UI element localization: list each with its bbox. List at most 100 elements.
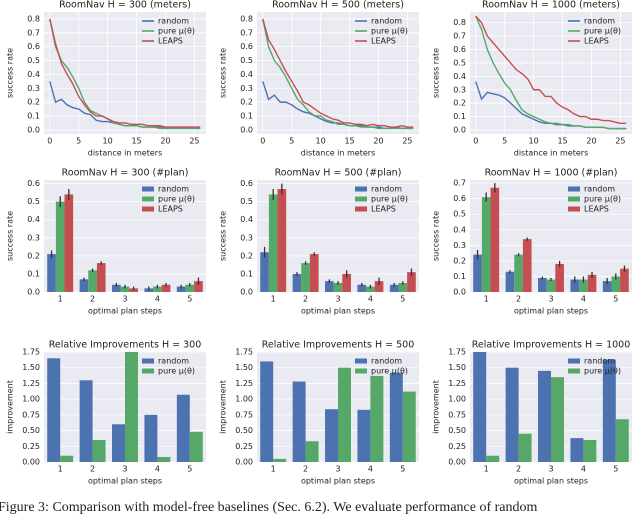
plot-area — [470, 12, 632, 134]
legend-label: random — [584, 17, 615, 26]
bar — [268, 194, 278, 292]
x-tick-label: 4 — [368, 465, 373, 474]
bar — [570, 438, 584, 462]
y-tick-label: 0.0 — [27, 125, 40, 134]
legend-label: LEAPS — [584, 205, 609, 214]
y-tick-label: 0.6 — [240, 42, 253, 51]
y-tick-label: 0.7 — [27, 28, 40, 37]
bar — [194, 281, 203, 292]
bar — [144, 414, 158, 462]
y-tick-label: 0.8 — [240, 14, 253, 23]
y-tick-label: 0.6 — [453, 194, 466, 203]
x-axis-label: optimal plan steps — [88, 307, 162, 316]
y-tick-label: 0.25 — [235, 442, 253, 451]
bar — [333, 282, 343, 292]
legend-label: LEAPS — [158, 37, 183, 46]
bar — [325, 281, 334, 292]
y-tick-label: 0.4 — [240, 70, 253, 79]
y-tick-label: 0.3 — [240, 84, 253, 93]
y-tick-label: 1.25 — [235, 379, 253, 388]
bar — [79, 380, 93, 462]
y-tick-label: 0.3 — [27, 84, 40, 93]
y-tick-label: 0.6 — [453, 45, 466, 54]
y-tick-label: 0.8 — [453, 18, 466, 27]
x-tick-label: 3 — [335, 465, 340, 474]
y-tick-label: 0.4 — [27, 215, 40, 224]
y-axis-label: success rate — [432, 48, 441, 98]
y-tick-label: 0.4 — [240, 215, 253, 224]
bar — [505, 271, 515, 292]
bar — [301, 263, 310, 292]
x-tick-label: 15 — [557, 137, 567, 146]
y-tick-label: 1.75 — [22, 348, 40, 357]
bar — [538, 370, 551, 462]
x-tick-label: 5 — [289, 137, 294, 146]
bar — [602, 359, 616, 462]
subplot: 0.0 0.1 0.2 0.3 0.4 0.5 0.6 0.7 0.8 RoomNav H = 3… — [6, 0, 206, 158]
y-tick-label: 0.75 — [22, 410, 40, 419]
bar — [96, 263, 106, 292]
y-tick-label: 0.75 — [448, 410, 466, 419]
y-tick-label: 1.00 — [448, 395, 466, 404]
x-tick-label: 0 — [473, 137, 478, 146]
x-tick-label: 10 — [529, 137, 539, 146]
bar — [490, 187, 500, 292]
bar — [189, 431, 203, 462]
chart-title: Relative Improvements H = 300 — [49, 340, 201, 351]
chart-title: Relative Improvements H = 500 — [262, 340, 414, 351]
x-tick-label: 25 — [189, 137, 199, 146]
y-tick-label: 0.0 — [240, 125, 253, 134]
y-tick-label: 1.75 — [448, 348, 466, 357]
bar — [522, 239, 532, 292]
bar — [55, 201, 65, 292]
y-tick-label: 0.2 — [453, 99, 466, 108]
bar — [473, 254, 482, 292]
y-tick-label: 0.1 — [453, 112, 466, 121]
y-tick-label: 0.6 — [27, 42, 40, 51]
y-tick-label: 0.50 — [22, 426, 40, 435]
bar — [342, 273, 351, 292]
bar — [309, 254, 319, 292]
x-tick-label: 4 — [155, 465, 160, 474]
legend-label: random — [158, 17, 189, 26]
subplot: 0.0 0.1 0.2 0.3 0.4 0.5 0.6 0.7 0.8 RoomNav H = 1… — [432, 0, 632, 158]
bar — [398, 282, 408, 292]
y-tick-label: 1.50 — [22, 363, 40, 372]
x-tick-label: 3 — [122, 295, 127, 304]
x-tick-label: 2 — [90, 465, 95, 474]
x-tick-label: 1 — [484, 295, 489, 304]
x-tick-label: 1 — [58, 295, 63, 304]
x-tick-label: 0 — [260, 137, 265, 146]
x-axis-label: optimal plan steps — [301, 307, 375, 316]
y-tick-label: 0.3 — [453, 241, 466, 250]
y-tick-label: 0.5 — [453, 210, 466, 219]
y-tick-label: 0.1 — [240, 269, 253, 278]
x-axis-label: optimal plan steps — [514, 307, 588, 316]
x-tick-label: 4 — [155, 295, 160, 304]
x-tick-label: 1 — [58, 465, 63, 474]
legend-label: LEAPS — [371, 37, 396, 46]
bar — [88, 270, 97, 292]
bar — [79, 279, 89, 292]
y-tick-label: 0.3 — [27, 233, 40, 242]
y-tick-label: 0.75 — [235, 410, 253, 419]
x-axis-label: distance in meters — [301, 149, 376, 158]
y-axis-label: improvement — [6, 380, 15, 434]
bar — [157, 456, 171, 462]
x-tick-label: 2 — [90, 295, 95, 304]
line — [262, 18, 414, 130]
bar — [546, 279, 556, 292]
bar — [481, 197, 491, 292]
y-tick-label: 1.75 — [235, 348, 253, 357]
x-tick-label: 1 — [271, 465, 276, 474]
y-tick-label: 0.0 — [27, 288, 40, 297]
y-axis-label: success rate — [6, 48, 15, 98]
y-axis-label: success rate — [432, 211, 441, 261]
legend-label: pure μ(θ) — [584, 27, 621, 36]
legend-label: random — [371, 357, 402, 366]
bar — [370, 375, 384, 462]
bar — [112, 424, 125, 462]
bar — [357, 284, 367, 292]
bar — [292, 381, 306, 462]
bar — [47, 254, 56, 292]
